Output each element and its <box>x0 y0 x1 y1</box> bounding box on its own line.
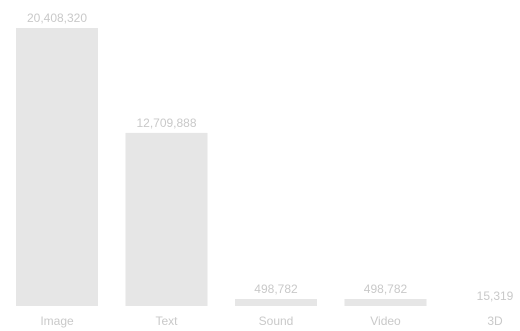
value-labels-group: 20,408,320 12,709,888 498,782 498,782 15,319 <box>27 11 514 303</box>
value-label-image: 20,408,320 <box>27 11 87 25</box>
bar-video <box>344 299 427 306</box>
category-labels-group: Image Text Sound Video 3D <box>40 314 503 328</box>
category-label-3d: 3D <box>487 314 503 328</box>
category-label-text: Text <box>155 314 178 328</box>
bars-group <box>16 28 427 306</box>
value-label-3d: 15,319 <box>477 289 514 303</box>
bar-image <box>16 28 98 306</box>
value-label-sound: 498,782 <box>254 282 298 296</box>
bar-text <box>125 132 208 306</box>
category-label-image: Image <box>40 314 74 328</box>
category-label-sound: Sound <box>259 314 294 328</box>
category-label-video: Video <box>370 314 401 328</box>
value-label-text: 12,709,888 <box>136 116 196 130</box>
value-label-video: 498,782 <box>364 282 408 296</box>
bar-sound <box>235 299 317 306</box>
